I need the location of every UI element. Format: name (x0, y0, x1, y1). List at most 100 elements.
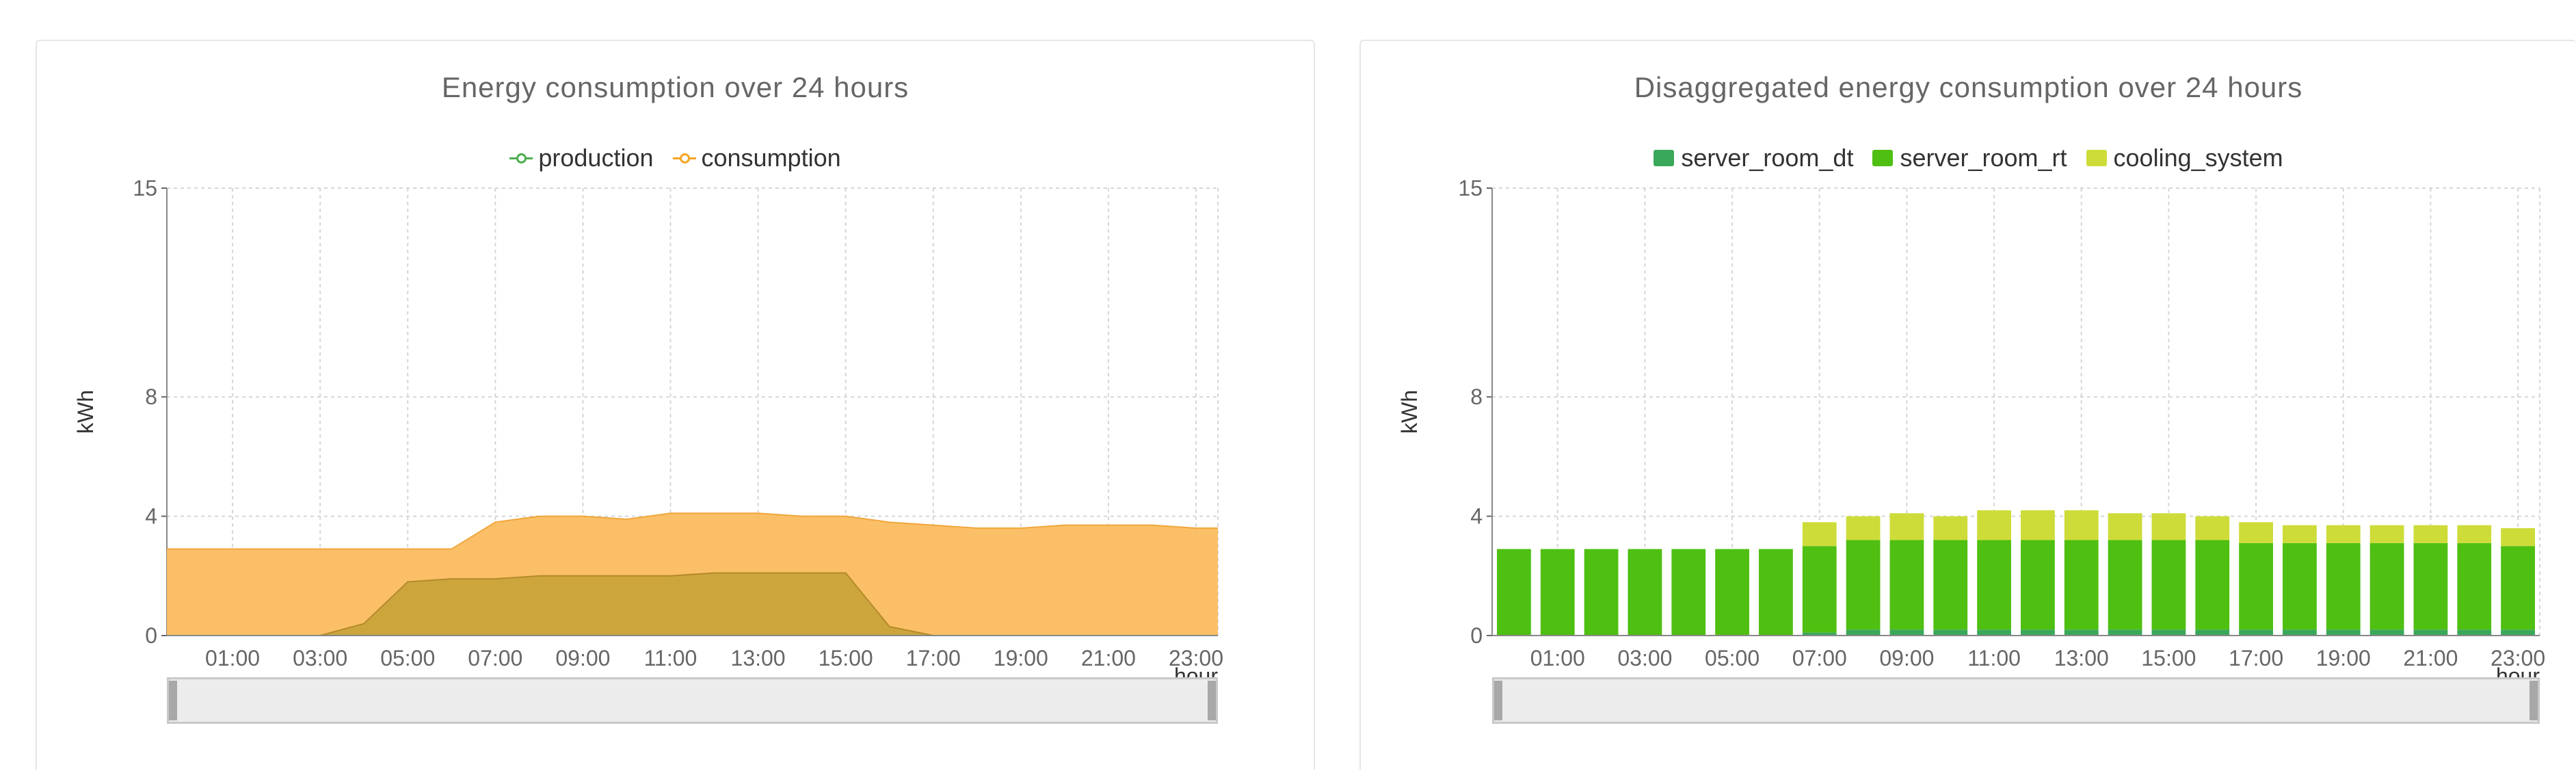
x-tick-label: 17:00 (2229, 646, 2283, 670)
bar-server_room_dt (1977, 629, 2011, 636)
x-tick-label: 11:00 (644, 646, 698, 670)
bar-server_room_rt (2413, 543, 2448, 630)
bar-server_room_dt (1933, 629, 1968, 636)
y-tick-label: 0 (1470, 623, 1483, 648)
bar-server_room_rt (1977, 540, 2011, 630)
legend-item-cooling-system[interactable]: cooling_system (2086, 144, 2283, 172)
area-chart: 0 4 8 15 01:00 03:00 05:00 07:00 09:00 11:00 13:00… (73, 176, 1223, 688)
chart-legend: production consumption (37, 144, 1314, 172)
bar-server_room_dt (2021, 629, 2055, 636)
legend-item-server-room-rt[interactable]: server_room_rt (1872, 144, 2067, 172)
legend-item-consumption[interactable]: consumption (672, 144, 841, 172)
bar-server_room_dt (2151, 629, 2186, 636)
bar-cooling_system (1846, 516, 1881, 540)
y-tick-label: 4 (145, 504, 157, 529)
y-tick-label: 8 (145, 384, 157, 409)
bar-server_room_rt (2195, 540, 2230, 630)
chart-title: Disaggregated energy consumption over 24… (1634, 71, 2303, 103)
bar-server_room_dt (2369, 629, 2404, 636)
x-tick-label: 01:00 (205, 646, 260, 670)
bar-server_room_dt (1802, 632, 1837, 636)
x-tick-label: 03:00 (293, 646, 347, 670)
bar-server_room_rt (1889, 540, 1924, 630)
bar-server_room_rt (2064, 540, 2099, 630)
x-tick-label: 07:00 (468, 646, 522, 670)
x-tick-label: 09:00 (1879, 646, 1934, 670)
bar-server_room_rt (2369, 543, 2404, 630)
chart-title: Energy consumption over 24 hours (441, 71, 909, 103)
bar-cooling_system (2501, 528, 2535, 547)
slider-handle-start[interactable] (169, 681, 177, 720)
slider-handle-start[interactable] (1494, 681, 1502, 720)
bar-server_room_dt (2457, 629, 2492, 636)
x-tick-label: 03:00 (1617, 646, 1672, 670)
energy-consumption-panel: Energy consumption over 24 hours product… (36, 40, 1315, 770)
x-tick-label: 23:00 (2491, 646, 2545, 670)
bar-cooling_system (2151, 513, 2186, 540)
x-tick-label: 21:00 (2403, 646, 2458, 670)
legend-label-production: production (538, 144, 654, 172)
production-legend-icon (509, 151, 533, 165)
consumption-legend-icon (672, 151, 696, 165)
bar-cooling_system (1977, 510, 2011, 540)
bar-server_room_rt (2457, 543, 2492, 630)
slider-handle-end[interactable] (1208, 681, 1216, 720)
bar-server_room_dt (2064, 629, 2099, 636)
bar-server_room_dt (2501, 629, 2535, 636)
x-tick-label: 15:00 (819, 646, 873, 670)
y-tick-label: 15 (1458, 176, 1483, 200)
x-tick-label: 05:00 (380, 646, 435, 670)
bar-server_room_rt (2283, 543, 2317, 630)
x-tick-label: 19:00 (994, 646, 1048, 670)
bar-server_room_rt (1715, 549, 1749, 636)
stacked-bar-chart: 0 4 8 15 01:00 03:00 05:00 07:00 09:00 11:00 13:00… (1397, 176, 2545, 688)
legend-label-cooling-system: cooling_system (2113, 144, 2283, 172)
x-tick-label: 13:00 (2054, 646, 2109, 670)
bar-server_room_dt (2108, 629, 2142, 636)
bar-server_room_rt (1628, 549, 1662, 636)
x-tick-label: 07:00 (1792, 646, 1847, 670)
bar-server_room_dt (2283, 629, 2317, 636)
bar-server_room_dt (1889, 629, 1924, 636)
slider-handle-end[interactable] (2529, 681, 2538, 720)
bar-cooling_system (2369, 525, 2404, 543)
datazoom-slider[interactable] (1492, 677, 2540, 724)
bar-server_room_rt (2021, 540, 2055, 630)
bar-server_room_rt (2326, 543, 2361, 630)
area-production (167, 573, 1218, 636)
x-tick-label: 05:00 (1705, 646, 1760, 670)
bar-server_room_rt (2151, 540, 2186, 630)
y-tick-label: 15 (133, 176, 157, 200)
y-axis-label: kWh (1397, 390, 1422, 434)
y-tick-label: 0 (145, 623, 157, 648)
server-room-rt-legend-icon (1872, 150, 1894, 166)
x-tick-label: 13:00 (731, 646, 786, 670)
bar-server_room_rt (1497, 549, 1531, 636)
cooling-system-legend-icon (2086, 150, 2107, 166)
bar-server_room_dt (2326, 629, 2361, 636)
x-tick-label: 17:00 (906, 646, 961, 670)
bar-server_room_rt (1846, 540, 1881, 630)
legend-label-server-room-dt: server_room_dt (1681, 144, 1854, 172)
bar-server_room_rt (1802, 546, 1837, 633)
server-room-dt-legend-icon (1654, 150, 1675, 166)
bar-server_room_rt (2501, 546, 2535, 630)
bar-server_room_dt (2413, 629, 2448, 636)
legend-label-consumption: consumption (701, 144, 841, 172)
bar-cooling_system (2457, 525, 2492, 543)
legend-item-production[interactable]: production (509, 144, 654, 172)
chart-legend: server_room_dt server_room_rt cooling_sy… (1361, 144, 2576, 172)
disaggregated-consumption-panel: Disaggregated energy consumption over 24… (1359, 40, 2576, 770)
x-tick-label: 01:00 (1530, 646, 1585, 670)
legend-item-server-room-dt[interactable]: server_room_dt (1654, 144, 1853, 172)
legend-label-server-room-rt: server_room_rt (1900, 144, 2067, 172)
bar-cooling_system (2195, 516, 2230, 540)
bar-cooling_system (2283, 525, 2317, 543)
bar-cooling_system (1933, 516, 1968, 540)
line-consumption (167, 512, 1218, 550)
bar-cooling_system (1802, 522, 1837, 547)
datazoom-slider[interactable] (167, 677, 1218, 724)
bar-server_room_dt (1846, 629, 1881, 636)
y-tick-label: 4 (1470, 504, 1483, 529)
bar-server_room_rt (2239, 543, 2273, 630)
